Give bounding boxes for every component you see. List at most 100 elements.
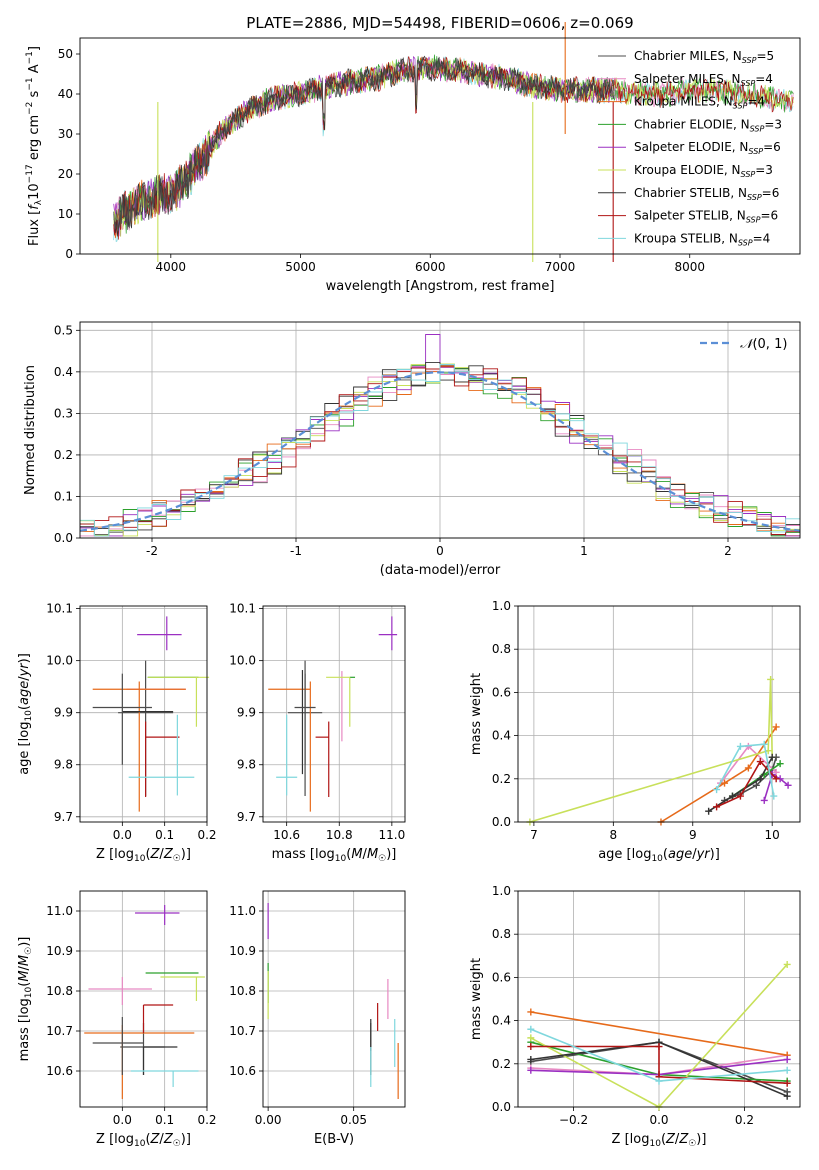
legend-label: Chabrier ELODIE, NSSP=3 (634, 117, 782, 133)
weight-point (772, 775, 780, 783)
weight-point (713, 803, 721, 811)
x-tick-label: 8 (610, 828, 618, 842)
plot-area-mass_vs_EBV (267, 903, 399, 1099)
y-axis-label: Flux [fλ10−17 erg cm−2 s−1 A−1] (25, 46, 44, 246)
chart-mass_vs_EBV: 0.00 0.05 10.6 10.7 10.8 10.9 11.0 E(B-V) (229, 890, 406, 1147)
x-axis-label: age [log10(age/yr)] (598, 847, 720, 864)
axes-frame (517, 605, 801, 823)
legend-label: Salpeter MILES, NSSP=4 (634, 72, 773, 88)
weight-line (715, 743, 775, 797)
y-tick-label: 10.8 (46, 984, 73, 998)
weight-point (744, 764, 752, 772)
y-tick-label: 10.1 (46, 602, 73, 616)
weight-point (527, 1008, 535, 1016)
y-tick-label: 1.0 (492, 884, 511, 898)
y-axis-label: age [log10(age/yr)] (17, 653, 34, 775)
y-tick-label: 10.7 (46, 1024, 73, 1038)
weight-point (527, 1055, 535, 1063)
legend-label: Salpeter STELIB, NSSP=6 (634, 209, 778, 225)
y-axis-label: Normed distribution (23, 365, 38, 495)
weight-point (783, 960, 791, 968)
y-tick-label: 9.7 (237, 810, 256, 824)
y-tick-label: 1.0 (492, 599, 511, 613)
x-tick-label: 10 (765, 828, 780, 842)
y-axis-label: mass weight (469, 958, 484, 1040)
weight-point (728, 792, 736, 800)
x-tick-label: 0.00 (255, 1113, 282, 1127)
legend-label: Kroupa ELODIE, NSSP=3 (634, 163, 773, 179)
x-axis-label: E(B-V) (314, 1132, 354, 1147)
plot-area-age_vs_Z (92, 616, 210, 812)
x-tick-label: 0.2 (735, 1113, 754, 1127)
weight-point (772, 768, 780, 776)
legend-label: 𝒩(0, 1) (740, 337, 787, 352)
weight-point (752, 781, 760, 789)
weight-point (736, 742, 744, 750)
y-tick-label: 0.0 (492, 815, 511, 829)
legend-label: Chabrier MILES, NSSP=5 (634, 49, 774, 65)
weight-point (772, 723, 780, 731)
weight-point (655, 1077, 663, 1085)
x-tick-label: 0 (436, 544, 444, 558)
y-tick-label: 50 (58, 47, 73, 61)
weight-line (660, 726, 777, 823)
x-tick-label: 0.0 (113, 828, 132, 842)
y-tick-label: 0.2 (54, 448, 73, 462)
x-tick-label: 8000 (674, 260, 705, 274)
y-tick-label: 0.6 (492, 970, 511, 984)
chart-massweight_vs_Z: −0.2 0.0 0.2 0.0 0.2 0.4 0.6 0.8 1.0 Z [log10(Z/Z… (469, 884, 801, 1149)
y-tick-label: 10.6 (229, 1064, 256, 1078)
spectrum-line (113, 55, 615, 237)
x-tick-label: 0.1 (155, 1113, 174, 1127)
x-tick-label: -2 (146, 544, 158, 558)
weight-point (783, 1055, 791, 1063)
y-tick-label: 0.3 (54, 406, 73, 420)
spectrum-line (113, 57, 615, 232)
weight-point (721, 779, 729, 787)
plot-area-mass_vs_Z (84, 905, 205, 1099)
plot-area-spectrum (113, 22, 794, 262)
chart-residuals: -2 -1 0 1 2 0.0 0.1 0.2 0.3 0.4 0.5 (data-model)/er… (23, 321, 801, 578)
y-axis-label: mass [log10(M/M☉)] (17, 937, 34, 1062)
y-tick-label: 10 (58, 207, 73, 221)
chart-age_vs_mass: 10.6 10.8 11.0 9.7 9.8 9.9 10.0 10.1 mass [log10… (229, 602, 406, 864)
x-tick-label: 0.1 (155, 828, 174, 842)
x-tick-label: 10.6 (273, 828, 300, 842)
y-tick-label: 0.8 (492, 642, 511, 656)
chart-spectrum: 4000 5000 6000 7000 8000 0 10 20 30 40 50 wavelengt… (25, 22, 801, 294)
y-tick-label: 0.8 (492, 927, 511, 941)
weight-point (527, 1066, 535, 1074)
plot-area-age_vs_mass (268, 616, 398, 812)
weight-point (527, 1043, 535, 1051)
x-tick-label: 6000 (415, 260, 446, 274)
y-tick-label: 10.0 (46, 654, 73, 668)
x-tick-label: −0.2 (559, 1113, 588, 1127)
plot-area-residuals (79, 334, 801, 537)
x-axis-label: Z [log10(Z/Z☉)] (96, 847, 191, 864)
y-tick-label: 40 (58, 87, 73, 101)
x-axis-label: Z [log10(Z/Z☉)] (96, 1132, 191, 1149)
x-tick-label: 0.2 (197, 1113, 216, 1127)
weight-point (784, 781, 792, 789)
x-axis-label: Z [log10(Z/Z☉)] (612, 1132, 707, 1149)
y-tick-label: 0.1 (54, 489, 73, 503)
weight-point (776, 760, 784, 768)
y-tick-label: 9.9 (237, 706, 256, 720)
weight-point (760, 796, 768, 804)
x-tick-label: 0.0 (649, 1113, 668, 1127)
x-tick-label: 1 (580, 544, 588, 558)
weight-point (783, 1079, 791, 1087)
legend-label: Chabrier STELIB, NSSP=6 (634, 186, 779, 202)
y-tick-label: 0.4 (492, 1014, 511, 1028)
x-tick-label: 0.05 (340, 1113, 367, 1127)
weight-point (705, 807, 713, 815)
y-tick-label: 9.9 (54, 706, 73, 720)
y-tick-label: 0 (65, 247, 73, 261)
axes-frame (262, 605, 406, 823)
weight-point (527, 1034, 535, 1042)
axes-frame (79, 37, 801, 255)
y-tick-label: 10.1 (229, 602, 256, 616)
y-tick-label: 11.0 (46, 904, 73, 918)
weight-point (783, 1092, 791, 1100)
